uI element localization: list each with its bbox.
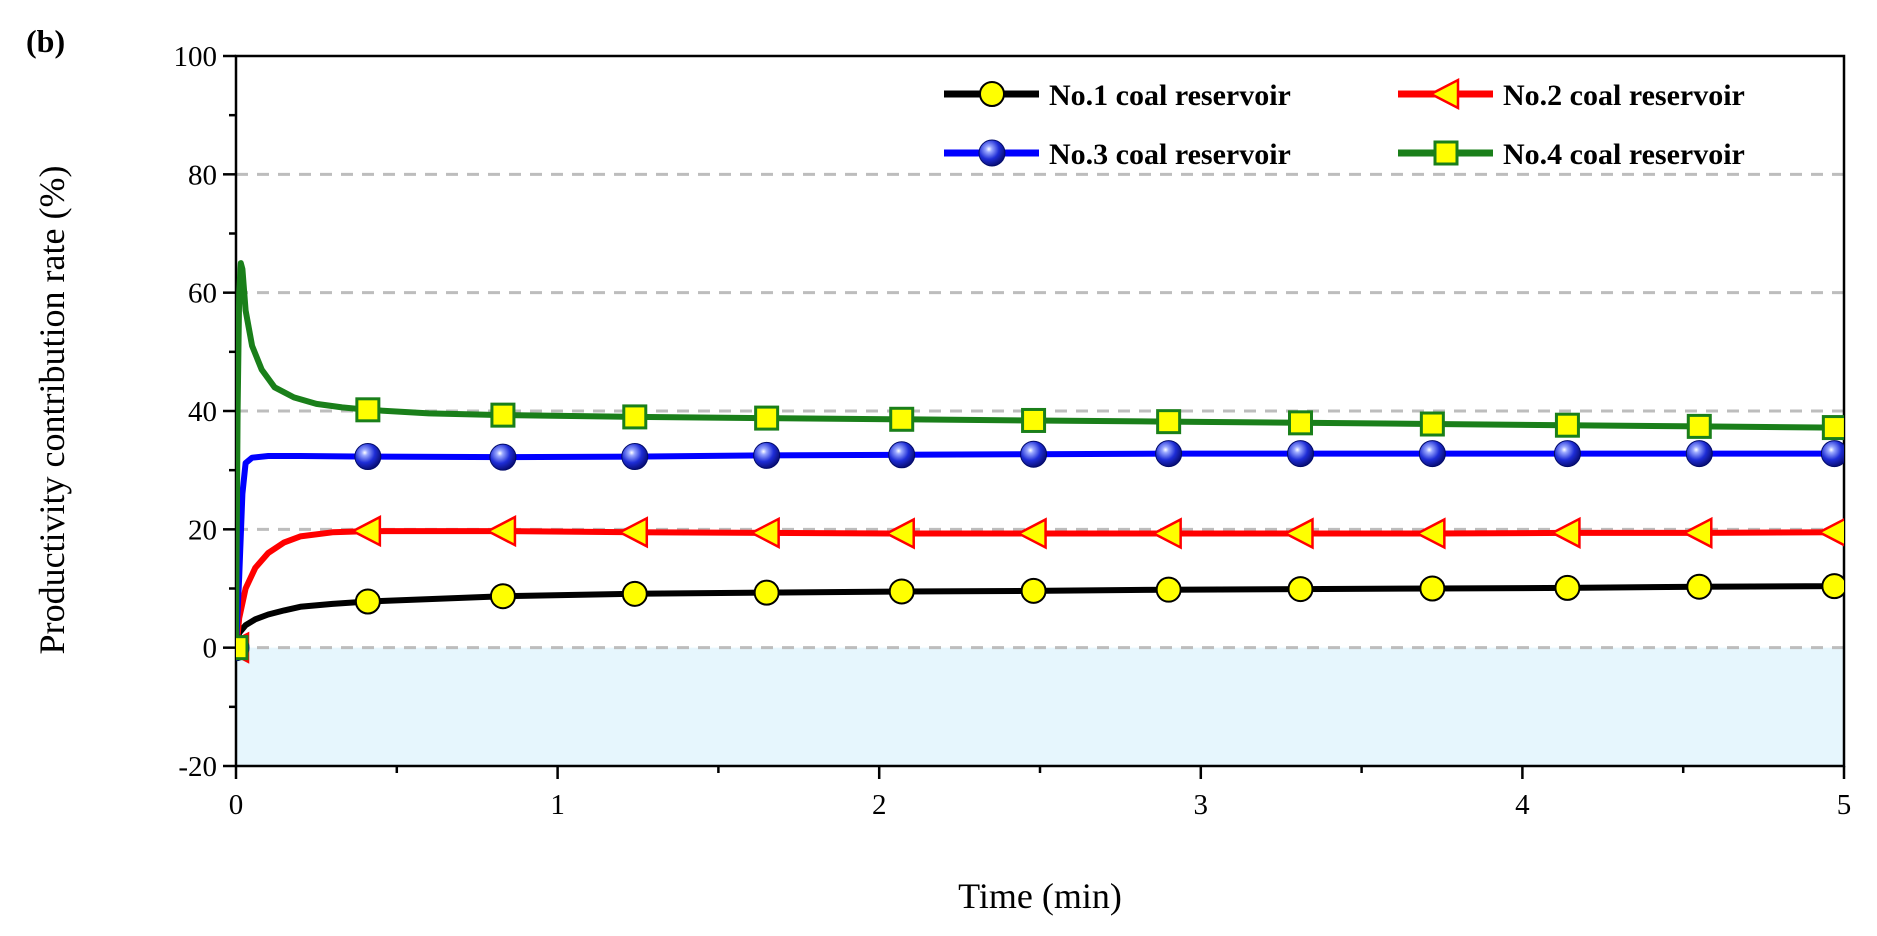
x-tick-label: 5 [1837, 789, 1852, 821]
sphere-marker [354, 443, 382, 471]
legend-item: No.2 coal reservoir [1398, 77, 1745, 112]
square-marker [889, 406, 915, 432]
sphere-marker [1020, 440, 1048, 468]
x-axis-title: Time (min) [958, 876, 1122, 916]
sphere-marker [1685, 440, 1713, 468]
circle-marker [888, 578, 915, 605]
sphere-marker [1820, 440, 1844, 468]
square-marker [1821, 415, 1844, 441]
square-marker [1686, 413, 1712, 439]
legend-label: No.2 coal reservoir [1503, 79, 1745, 112]
circle-marker [1287, 576, 1314, 603]
legend-item: No.1 coal reservoir [944, 79, 1291, 112]
circle-marker [1419, 575, 1446, 602]
legend-label: No.4 coal reservoir [1503, 138, 1745, 171]
circle-marker [621, 580, 648, 607]
x-tick-label: 3 [1194, 789, 1209, 821]
sphere-marker [1553, 440, 1581, 468]
sphere-marker [1418, 440, 1446, 468]
square-marker [236, 635, 249, 661]
square-marker [1554, 412, 1580, 438]
square-marker [355, 397, 381, 423]
triangle-marker [1414, 517, 1446, 550]
triangle-marker [1816, 518, 1844, 547]
series-line [236, 260, 1844, 648]
square-marker [622, 404, 648, 430]
y-tick-label: 20 [188, 514, 217, 546]
square-marker [1433, 140, 1459, 166]
series-2 [236, 515, 1844, 664]
y-tick-label: 60 [188, 278, 217, 310]
square-marker [1419, 411, 1445, 437]
panel-label: (b) [26, 23, 65, 59]
legend-item: No.4 coal reservoir [1398, 138, 1745, 171]
negative-region-shade [236, 647, 1844, 766]
triangle-marker [485, 515, 517, 548]
series-1 [236, 573, 1844, 661]
circle-marker [1554, 574, 1581, 601]
legend-label: No.1 coal reservoir [1049, 79, 1291, 112]
x-tick-label: 2 [872, 789, 887, 821]
sphere-marker [621, 443, 649, 471]
square-marker [754, 405, 780, 431]
triangle-marker [1549, 516, 1581, 549]
series-3 [236, 440, 1844, 662]
sphere-marker [753, 441, 781, 469]
y-tick-label: -20 [178, 751, 217, 783]
x-tick-label: 1 [550, 789, 565, 821]
circle-marker [1155, 576, 1182, 603]
triangle-marker [1015, 517, 1047, 550]
legend-item: No.3 coal reservoir [944, 138, 1291, 171]
sphere-marker [978, 139, 1006, 167]
square-marker [1021, 407, 1047, 433]
legend-label: No.3 coal reservoir [1049, 138, 1291, 171]
y-axis-title: Productivity contribution rate (%) [32, 166, 72, 655]
circle-marker [1020, 577, 1047, 604]
sphere-marker [489, 443, 517, 471]
square-marker [1156, 409, 1182, 435]
triangle-marker [617, 516, 649, 549]
sphere-marker [888, 441, 916, 469]
triangle-marker [748, 516, 780, 549]
series-line [236, 450, 1844, 648]
y-tick-label: 0 [203, 633, 218, 665]
triangle-marker [1282, 517, 1314, 550]
series-layer [236, 260, 1844, 664]
y-tick-label: 40 [188, 396, 217, 428]
triangle-marker [1681, 516, 1713, 549]
circle-marker [753, 579, 780, 606]
circle-marker [979, 81, 1005, 107]
y-tick-label: 80 [188, 159, 217, 191]
triangle-marker [1428, 77, 1460, 111]
circle-marker [1821, 573, 1844, 600]
sphere-marker [1286, 440, 1314, 468]
y-tick-label: 100 [174, 41, 218, 73]
circle-marker [489, 583, 516, 610]
sphere-marker [1155, 440, 1183, 468]
series-4 [236, 260, 1844, 661]
square-marker [1287, 410, 1313, 436]
x-tick-label: 0 [229, 789, 244, 821]
legend: No.1 coal reservoir No.2 coal reservoir No… [944, 77, 1745, 171]
circle-marker [1686, 573, 1713, 600]
triangle-marker [350, 515, 382, 548]
axis-ticks: 0 1 2 3 4 5 -20 0 20 40 60 80 100 [174, 41, 1852, 821]
circle-marker [354, 588, 381, 615]
square-marker [490, 402, 516, 428]
x-tick-label: 4 [1515, 789, 1530, 821]
triangle-marker [883, 517, 915, 550]
triangle-marker [1150, 517, 1182, 550]
